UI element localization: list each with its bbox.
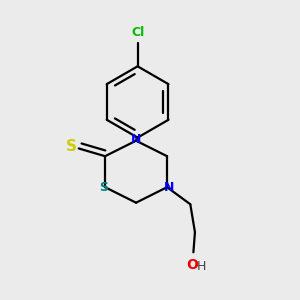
Text: S: S — [65, 140, 76, 154]
Text: N: N — [164, 181, 174, 194]
Text: O: O — [186, 258, 198, 272]
Text: S: S — [99, 181, 108, 194]
Text: Cl: Cl — [131, 26, 144, 39]
Text: N: N — [131, 133, 141, 146]
Text: H: H — [196, 260, 206, 273]
